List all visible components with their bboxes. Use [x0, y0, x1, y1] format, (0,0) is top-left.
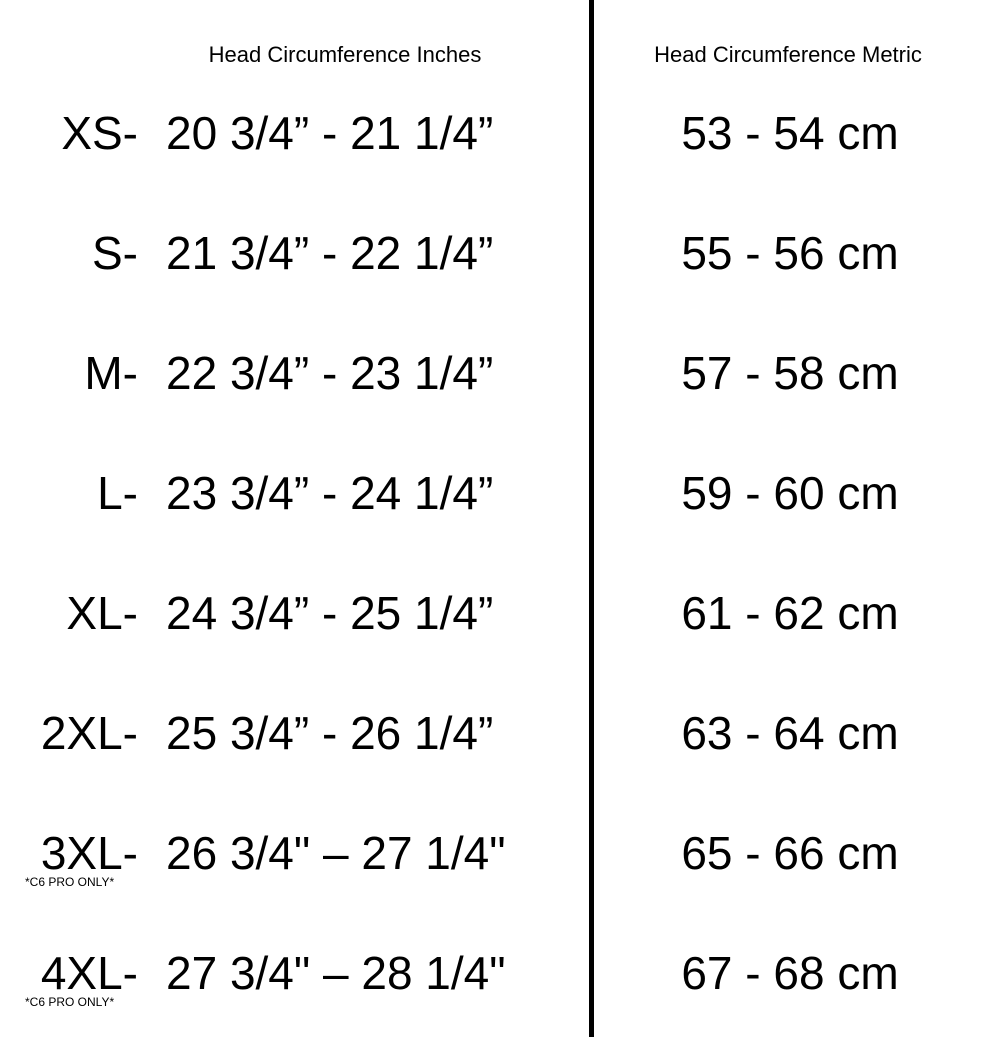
size-label: S- — [92, 227, 138, 279]
size-label: XL- — [66, 587, 138, 639]
inches-range: 27 3/4" – 28 1/4" — [166, 947, 506, 999]
size-row: 3XL- 26 3/4" – 27 1/4" 65 - 66 cm *C6 PRO O… — [0, 823, 1000, 889]
header-metric: Head Circumference Metric — [654, 42, 922, 67]
inches-range: 21 3/4” - 22 1/4” — [166, 227, 494, 279]
metric-range: 63 - 64 cm — [681, 707, 899, 759]
metric-range: 55 - 56 cm — [681, 227, 899, 279]
size-row: 4XL- 27 3/4" – 28 1/4" 67 - 68 cm *C6 PRO O… — [0, 943, 1000, 1009]
inches-range: 23 3/4” - 24 1/4” — [166, 467, 494, 519]
inches-range: 22 3/4” - 23 1/4” — [166, 347, 494, 399]
size-row: XL- 24 3/4” - 25 1/4” 61 - 62 cm — [0, 583, 1000, 643]
size-label: XS- — [61, 107, 138, 159]
size-label: 2XL- — [40, 707, 138, 759]
metric-range: 57 - 58 cm — [681, 347, 899, 399]
size-row: XS- 20 3/4” - 21 1/4” 53 - 54 cm — [0, 103, 1000, 163]
inches-range: 20 3/4” - 21 1/4” — [166, 107, 494, 159]
column-divider — [589, 0, 594, 1037]
size-row: L- 23 3/4” - 24 1/4” 59 - 60 cm — [0, 463, 1000, 523]
size-label: L- — [97, 467, 138, 519]
inches-range: 25 3/4” - 26 1/4” — [166, 707, 494, 759]
size-row: M- 22 3/4” - 23 1/4” 57 - 58 cm — [0, 343, 1000, 403]
metric-range: 61 - 62 cm — [681, 587, 899, 639]
size-label: 4XL- — [40, 947, 138, 999]
size-row: 2XL- 25 3/4” - 26 1/4” 63 - 64 cm — [0, 703, 1000, 763]
inches-range: 26 3/4" – 27 1/4" — [166, 827, 506, 879]
size-label: M- — [84, 347, 138, 399]
header-inches: Head Circumference Inches — [208, 42, 482, 67]
size-note: *C6 PRO ONLY* — [25, 995, 115, 1009]
size-note: *C6 PRO ONLY* — [25, 875, 115, 889]
metric-range: 65 - 66 cm — [681, 827, 899, 879]
metric-range: 53 - 54 cm — [681, 107, 899, 159]
size-row: S- 21 3/4” - 22 1/4” 55 - 56 cm — [0, 223, 1000, 283]
inches-range: 24 3/4” - 25 1/4” — [166, 587, 494, 639]
metric-range: 67 - 68 cm — [681, 947, 899, 999]
size-label: 3XL- — [40, 827, 138, 879]
metric-range: 59 - 60 cm — [681, 467, 899, 519]
